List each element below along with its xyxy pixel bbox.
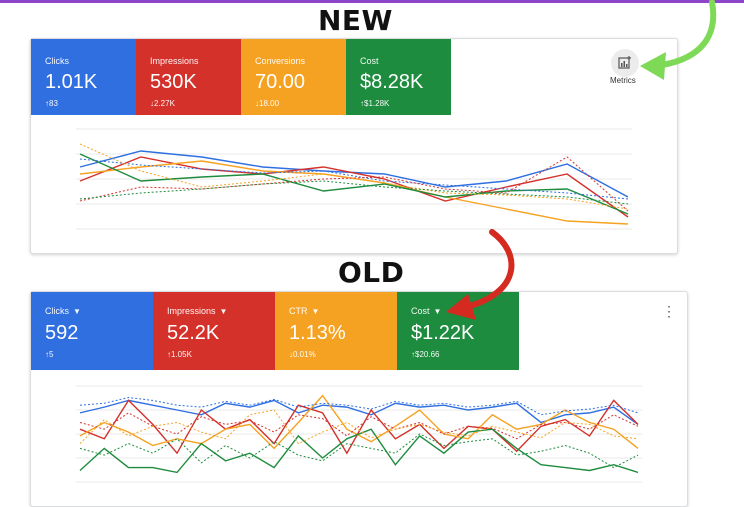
series-line-5: [79, 412, 639, 440]
tile-value: 1.13%: [289, 322, 346, 344]
metrics-button[interactable]: [611, 49, 639, 77]
tile-cost[interactable]: Cost ▼ $1.22K ↑$20.66: [397, 292, 519, 370]
tile-conversions[interactable]: Conversions 70.00 ↓18.00: [241, 39, 346, 115]
tile-label: CTR ▼: [289, 306, 319, 316]
tile-change: ↑$20.66: [411, 350, 440, 359]
tile-change: ↑1.05K: [167, 350, 192, 359]
tile-label-text: Clicks: [45, 306, 69, 316]
series-line-1: [79, 399, 639, 455]
series-line-2: [79, 394, 639, 450]
tile-cost[interactable]: Cost $8.28K ↑$1.28K: [346, 39, 451, 115]
tile-label: Cost: [360, 56, 379, 66]
tile-label-text: CTR: [289, 306, 308, 316]
dropdown-caret-icon[interactable]: ▼: [433, 307, 442, 316]
series-line-3: [79, 428, 639, 474]
tile-clicks[interactable]: Clicks ▼ 592 ↑5: [31, 292, 153, 370]
series-line-7: [79, 433, 639, 469]
series-line-1: [79, 156, 629, 218]
old-dashboard-card: Clicks ▼ 592 ↑5 Impressions ▼ 52.2K ↑1.05K…: [30, 291, 688, 507]
tile-value: $1.22K: [411, 322, 475, 344]
tile-change: ↑83: [45, 99, 58, 108]
more-vert-icon[interactable]: ⋮: [662, 303, 676, 319]
tile-change: ↑$1.28K: [360, 99, 390, 108]
series-line-3: [79, 153, 629, 215]
tile-impressions[interactable]: Impressions 530K ↓2.27K: [136, 39, 241, 115]
chart-add-icon: [618, 56, 631, 69]
series-line-5: [79, 156, 629, 212]
tile-label: Cost ▼: [411, 306, 441, 316]
tile-label-text: Cost: [411, 306, 430, 316]
metrics-label: Metrics: [610, 76, 636, 85]
tile-change: ↓18.00: [255, 99, 280, 108]
tile-change: ↑5: [45, 350, 54, 359]
series-line-6: [79, 409, 639, 445]
series-line-7: [79, 180, 629, 205]
tile-label: Impressions: [150, 56, 199, 66]
top-accent-line: [0, 0, 744, 3]
tile-value: 70.00: [255, 71, 306, 93]
tile-value: $8.28K: [360, 71, 424, 93]
old-heading: OLD: [338, 256, 405, 289]
tile-value: 592: [45, 322, 79, 344]
tile-value: 1.01K: [45, 71, 98, 93]
tile-value: 530K: [150, 71, 197, 93]
dropdown-caret-icon[interactable]: ▼: [311, 307, 320, 316]
dropdown-caret-icon[interactable]: ▼: [73, 307, 81, 316]
tile-ctr[interactable]: CTR ▼ 1.13% ↓0.01%: [275, 292, 397, 370]
tile-label: Impressions ▼: [167, 306, 227, 316]
new-line-chart: [76, 128, 632, 230]
dropdown-caret-icon[interactable]: ▼: [219, 307, 228, 316]
tile-label: Clicks ▼: [45, 306, 81, 316]
tile-change: ↓0.01%: [289, 350, 316, 359]
old-line-chart: [76, 385, 642, 483]
series-line-4: [79, 397, 639, 416]
tile-clicks[interactable]: Clicks 1.01K ↑83: [31, 39, 136, 115]
new-dashboard-card: Clicks 1.01K ↑83 Impressions 530K ↓2.27K…: [30, 38, 678, 254]
tile-impressions[interactable]: Impressions ▼ 52.2K ↑1.05K: [153, 292, 275, 370]
tile-label: Conversions: [255, 56, 306, 66]
tile-change: ↓2.27K: [150, 99, 175, 108]
tile-value: 52.2K: [167, 322, 220, 344]
tile-label: Clicks: [45, 56, 69, 66]
tile-label-text: Impressions: [167, 306, 216, 316]
new-heading: NEW: [318, 4, 393, 37]
